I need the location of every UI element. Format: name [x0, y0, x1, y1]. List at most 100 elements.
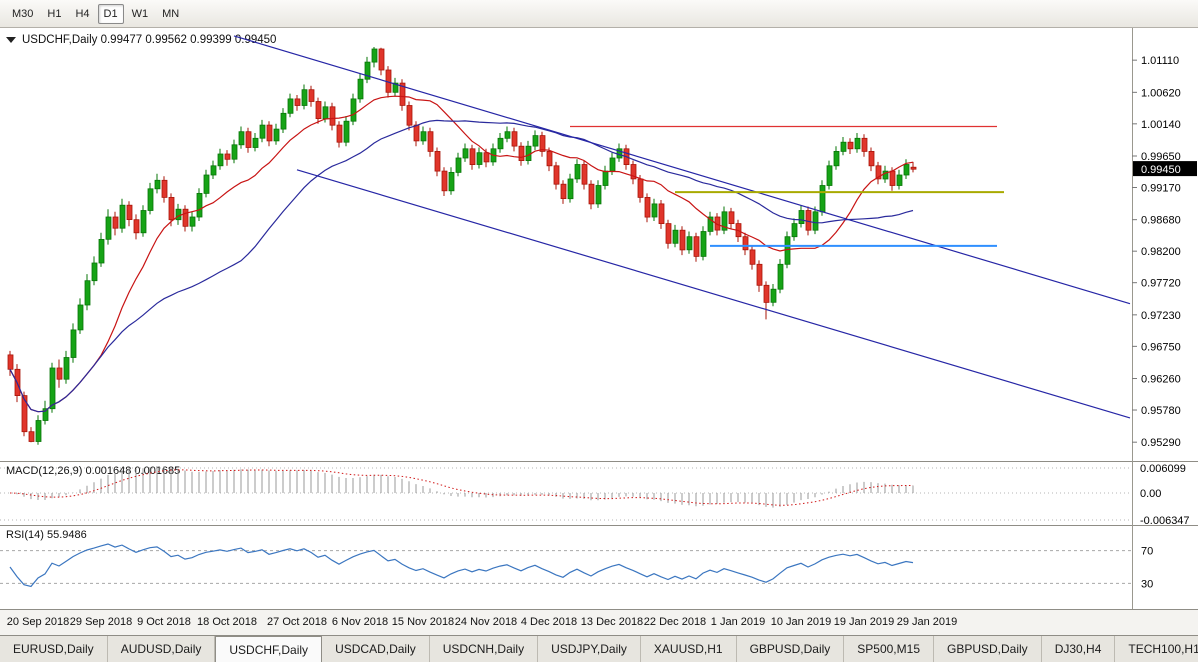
- trendline-1[interactable]: [233, 35, 1131, 305]
- candle-body: [182, 208, 189, 227]
- price-axis[interactable]: 1.01110 1.00620 1.00140 0.99650 0.99170 0.986…: [1132, 55, 1181, 449]
- tab-sp500-m15-8[interactable]: SP500,M15: [844, 636, 934, 662]
- candle-body: [889, 170, 896, 186]
- candle-body: [497, 137, 504, 150]
- candle-body: [518, 145, 525, 161]
- macd-indicator: [9, 466, 914, 508]
- candle-body: [70, 329, 77, 358]
- candle-body: [343, 120, 350, 143]
- candle-body: [721, 211, 728, 231]
- candle-body: [147, 188, 154, 211]
- tab-usdjpy-daily-5[interactable]: USDJPY,Daily: [538, 636, 641, 662]
- candle-body: [532, 135, 539, 147]
- candle-body: [301, 89, 308, 106]
- candle-body: [469, 148, 476, 166]
- chart-plot-area[interactable]: [0, 28, 1132, 460]
- date-label: 29 Jan 2019: [897, 616, 958, 628]
- candle-body: [357, 78, 364, 100]
- date-label: 20 Sep 2018: [7, 616, 69, 628]
- candle-body: [140, 210, 147, 234]
- candle-body: [679, 229, 686, 251]
- candle-body: [777, 263, 784, 290]
- date-label: 15 Nov 2018: [392, 616, 454, 628]
- candle-body: [238, 131, 245, 146]
- candle-body: [175, 208, 182, 221]
- candle-body: [371, 48, 378, 63]
- time-axis[interactable]: 20 Sep 2018 29 Sep 2018 9 Oct 2018 18 Oct 2…: [7, 616, 957, 628]
- price-axis-label: 1.01110: [1141, 55, 1179, 67]
- candle-body: [336, 124, 343, 143]
- candle-body: [553, 165, 560, 185]
- candle-body: [546, 151, 553, 167]
- chart-title: USDCHF,Daily 0.99477 0.99562 0.99399 0.9…: [22, 34, 276, 46]
- macd-scale-zero: 0.00: [1140, 488, 1161, 500]
- timeframe-button-mn[interactable]: MN: [162, 7, 180, 20]
- candle-body: [693, 236, 700, 257]
- candle-body: [266, 124, 273, 142]
- candle-body: [287, 98, 294, 114]
- candle-body: [91, 262, 98, 282]
- tab-eurusd-daily-0[interactable]: EURUSD,Daily: [0, 636, 108, 662]
- tab-usdcad-daily-3[interactable]: USDCAD,Daily: [322, 636, 430, 662]
- rsi-line: [9, 543, 914, 588]
- timeframe-button-h1[interactable]: H1: [47, 7, 62, 20]
- candle-body: [322, 106, 329, 120]
- candle-body: [434, 151, 441, 172]
- price-axis-label: 0.99170: [1141, 183, 1181, 195]
- candle-body: [126, 204, 133, 220]
- candle-body: [833, 151, 840, 167]
- timeframe-button-d1[interactable]: D1: [97, 3, 124, 24]
- candle-body: [231, 144, 238, 160]
- moving-average-34[interactable]: [9, 119, 914, 413]
- candle-body: [56, 367, 63, 380]
- tab-tech100-h1-11[interactable]: TECH100,H1: [1115, 636, 1198, 662]
- chart-collapse-icon[interactable]: [6, 37, 16, 43]
- candle-body: [805, 210, 812, 231]
- tab-audusd-daily-1[interactable]: AUDUSD,Daily: [107, 636, 216, 662]
- candle-body: [840, 141, 847, 152]
- candle-body: [560, 183, 567, 199]
- candle-body: [511, 131, 518, 147]
- candle-body: [441, 170, 448, 192]
- tab-gbpusd-daily-9[interactable]: GBPUSD,Daily: [934, 636, 1042, 662]
- time-axis-strip[interactable]: [0, 610, 1198, 635]
- candle-body: [707, 216, 714, 232]
- rsi-label: RSI(14) 55.9486: [6, 529, 87, 541]
- trendline-2[interactable]: [296, 169, 1131, 419]
- timeframe-button-h4[interactable]: H4: [75, 7, 90, 20]
- candle-body: [798, 210, 805, 225]
- candle-body: [168, 196, 175, 221]
- candle-body: [406, 105, 413, 126]
- candle-body: [420, 131, 427, 142]
- moving-average-13[interactable]: [9, 95, 914, 413]
- candle-body: [455, 157, 462, 173]
- candle-body: [847, 141, 854, 150]
- candle-body: [112, 216, 119, 229]
- tab-xauusd-h1-6[interactable]: XAUUSD,H1: [640, 636, 737, 662]
- candle-body: [609, 157, 616, 172]
- rsi-level-label: 70: [1141, 546, 1153, 558]
- candle-body: [399, 82, 406, 106]
- candle-body: [35, 420, 42, 442]
- candle-body: [588, 183, 595, 205]
- tab-dj30-h4-10[interactable]: DJ30,H4: [1041, 636, 1116, 662]
- price-axis-label: 0.98680: [1141, 215, 1181, 227]
- candle-body: [308, 89, 315, 102]
- tab-gbpusd-daily-7[interactable]: GBPUSD,Daily: [736, 636, 845, 662]
- chart-window: USDCHF,Daily 0.99477 0.99562 0.99399 0.9…: [0, 28, 1198, 635]
- candle-body: [819, 185, 826, 213]
- candle-body: [28, 431, 35, 442]
- price-axis-label: 0.96260: [1141, 374, 1181, 386]
- timeframe-button-w1[interactable]: W1: [131, 7, 149, 20]
- timeframe-button-m30[interactable]: M30: [12, 7, 34, 20]
- candle-body: [672, 229, 679, 244]
- candle-body: [252, 137, 259, 148]
- candle-body: [154, 179, 161, 190]
- tab-usdcnh-daily-4[interactable]: USDCNH,Daily: [429, 636, 539, 662]
- price-axis-label: 0.95780: [1141, 405, 1181, 417]
- tab-usdchf-daily-2[interactable]: USDCHF,Daily: [215, 636, 323, 662]
- candle-body: [791, 223, 798, 238]
- date-label: 9 Oct 2018: [137, 616, 191, 628]
- candle-body: [581, 164, 588, 185]
- candle-body: [483, 152, 490, 163]
